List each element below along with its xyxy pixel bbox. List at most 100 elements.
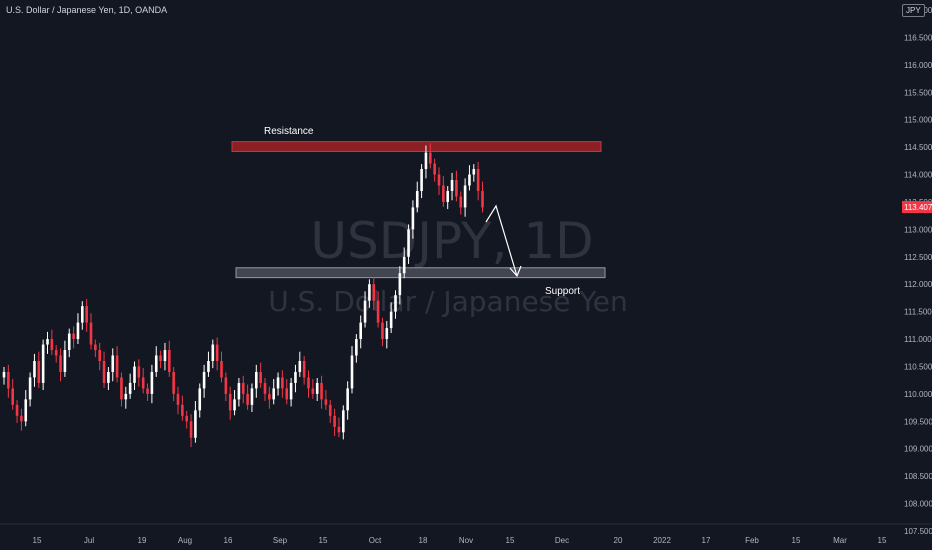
candle[interactable] (72, 326, 75, 349)
candle[interactable] (398, 266, 402, 305)
candle[interactable] (63, 340, 67, 377)
candle[interactable] (81, 301, 84, 330)
candle[interactable] (11, 379, 14, 410)
candle[interactable] (46, 331, 49, 354)
candle[interactable] (407, 224, 410, 264)
candle[interactable] (342, 405, 345, 440)
candle[interactable] (20, 408, 23, 431)
candle[interactable] (59, 348, 62, 382)
candle[interactable] (411, 200, 415, 239)
candle[interactable] (7, 364, 10, 398)
candle[interactable] (237, 377, 241, 407)
candle[interactable] (268, 386, 271, 409)
candle[interactable] (228, 386, 232, 420)
candle[interactable] (54, 345, 58, 363)
candle[interactable] (376, 291, 380, 328)
candle[interactable] (67, 328, 71, 358)
candle[interactable] (115, 346, 119, 383)
candle[interactable] (372, 277, 376, 310)
candle[interactable] (107, 367, 110, 391)
candle[interactable] (189, 414, 193, 448)
candle[interactable] (402, 247, 406, 279)
candle[interactable] (424, 145, 428, 179)
candle[interactable] (285, 379, 289, 405)
candle[interactable] (472, 164, 476, 182)
candle[interactable] (320, 375, 323, 409)
candle[interactable] (259, 362, 262, 388)
candle[interactable] (172, 367, 175, 402)
candle[interactable] (163, 342, 167, 371)
candle[interactable] (307, 370, 310, 398)
candle[interactable] (33, 353, 36, 387)
candle[interactable] (198, 383, 202, 418)
candle[interactable] (263, 377, 267, 402)
candle[interactable] (2, 367, 6, 385)
candle[interactable] (281, 370, 284, 398)
candle[interactable] (255, 364, 258, 398)
candle[interactable] (98, 342, 101, 371)
candle[interactable] (85, 299, 88, 332)
candle[interactable] (446, 186, 449, 210)
candle[interactable] (442, 176, 445, 207)
candle[interactable] (185, 410, 188, 429)
candle[interactable] (328, 399, 332, 423)
candle[interactable] (433, 158, 436, 182)
candle[interactable] (294, 364, 297, 393)
candle[interactable] (420, 164, 423, 199)
candle[interactable] (150, 364, 154, 404)
candle[interactable] (15, 399, 19, 423)
candle[interactable] (476, 161, 480, 201)
candle[interactable] (233, 390, 236, 416)
candle[interactable] (359, 315, 362, 349)
candle[interactable] (94, 339, 97, 358)
candle[interactable] (289, 377, 293, 407)
candle[interactable] (154, 346, 158, 377)
candle[interactable] (450, 172, 454, 201)
candle[interactable] (459, 191, 463, 215)
candle[interactable] (111, 348, 115, 382)
candle[interactable] (124, 386, 128, 409)
candle[interactable] (207, 351, 210, 377)
candle[interactable] (37, 351, 41, 388)
candle[interactable] (355, 334, 358, 363)
candle[interactable] (302, 356, 306, 385)
candle[interactable] (311, 379, 315, 399)
candle[interactable] (202, 364, 206, 398)
candle[interactable] (211, 339, 215, 369)
time-axis[interactable]: 15 Jul 19 Aug 16 Sep 15 Oct 18 Nov 15 Dec 20 2022 17 Fe… (33, 536, 887, 545)
candle[interactable] (368, 279, 371, 308)
candle[interactable] (133, 361, 136, 391)
resistance-zone[interactable] (231, 141, 602, 152)
candle[interactable] (324, 390, 328, 410)
candle[interactable] (463, 178, 467, 217)
candle[interactable] (89, 313, 93, 350)
candle[interactable] (276, 372, 280, 396)
candle[interactable] (176, 386, 180, 415)
candle[interactable] (350, 346, 354, 394)
candle[interactable] (315, 377, 319, 402)
candle[interactable] (481, 181, 484, 213)
candle[interactable] (141, 368, 145, 394)
candle[interactable] (337, 417, 341, 438)
candle[interactable] (28, 372, 32, 407)
candle[interactable] (468, 165, 471, 191)
candle[interactable] (455, 170, 458, 202)
candle[interactable] (181, 395, 184, 421)
candle[interactable] (168, 340, 171, 377)
candle[interactable] (272, 379, 275, 405)
candle[interactable] (346, 381, 349, 420)
candle[interactable] (394, 290, 397, 319)
candle[interactable] (224, 372, 228, 402)
candle[interactable] (50, 329, 54, 355)
candle[interactable] (76, 313, 80, 344)
candle[interactable] (194, 401, 197, 443)
candle[interactable] (241, 375, 245, 404)
candle[interactable] (250, 383, 254, 412)
candle[interactable] (298, 351, 302, 377)
candle[interactable] (363, 291, 367, 328)
candle[interactable] (246, 384, 249, 410)
candle[interactable] (120, 372, 123, 407)
candle[interactable] (389, 302, 393, 334)
